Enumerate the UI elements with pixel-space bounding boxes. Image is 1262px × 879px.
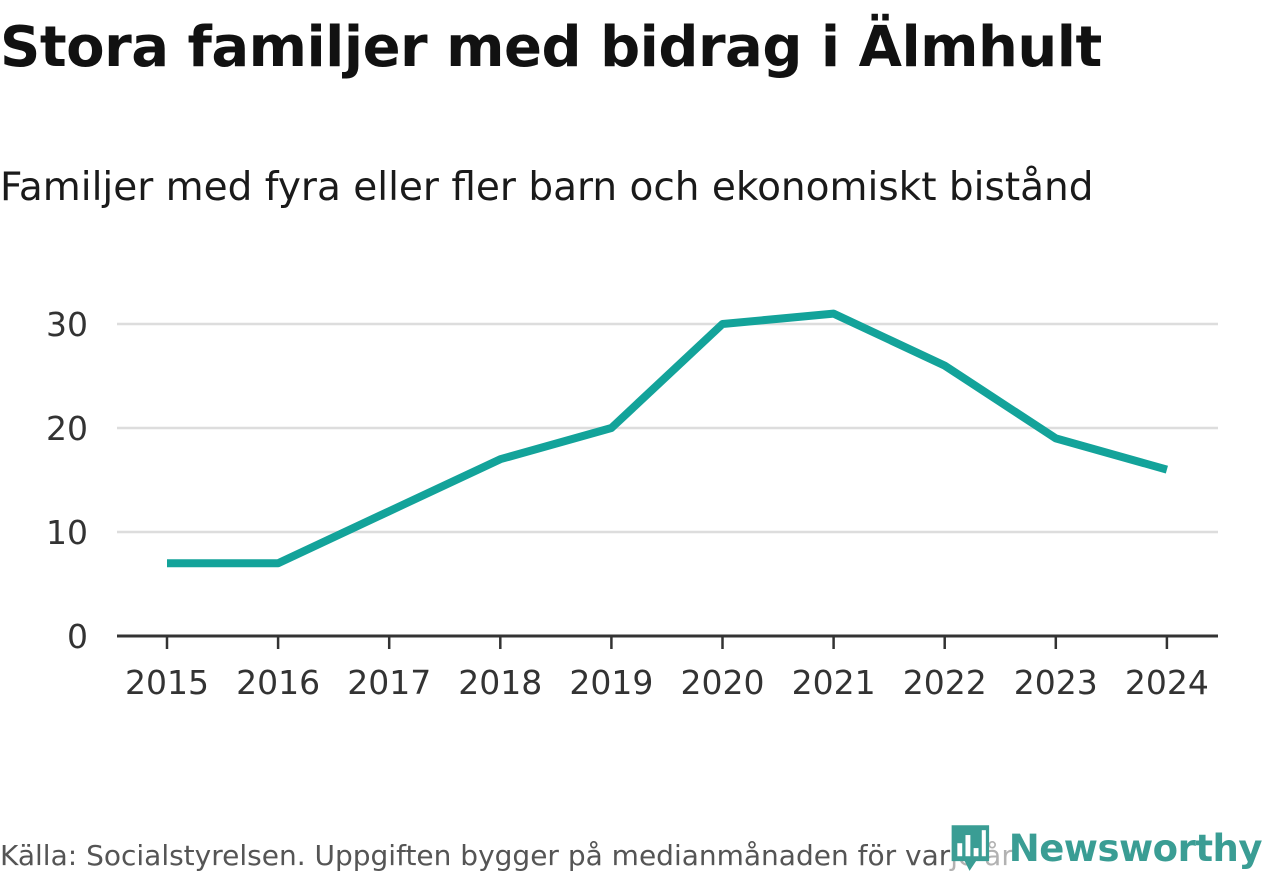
x-tick-label: 2019 [569,663,653,702]
x-tick-label: 2016 [236,663,320,702]
x-tick-label: 2020 [681,663,765,702]
brand-name: Newsworthy [1008,827,1262,870]
x-tick-label: 2015 [125,663,209,702]
x-tick-label: 2017 [347,663,431,702]
series-layer [167,309,1168,568]
source-note: Källa: Socialstyrelsen. Uppgiften bygger… [0,839,1013,872]
y-tick-label: 10 [46,513,88,552]
y-axis-labels: 0 10 20 30 [46,305,88,656]
bar-chart-speech-bubble-icon [951,825,990,871]
x-tick-label: 2024 [1125,663,1209,702]
newsworthy-logo: Newsworthy [950,818,1262,879]
chart-title: Stora familjer med bidrag i Älmhult [0,15,1102,80]
x-axis: 2015 2016 2017 2018 2019 2020 2021 2022 2023 2024 [117,634,1218,702]
chart-subtitle: Familjer med fyra eller fler barn och ek… [0,165,1094,210]
y-tick-label: 20 [46,409,88,448]
y-tick-label: 0 [67,617,88,656]
series-line [167,309,1168,568]
x-tick-label: 2023 [1014,663,1098,702]
y-tick-label: 30 [46,305,88,344]
x-tick-label: 2021 [792,663,876,702]
x-tick-label: 2018 [458,663,542,702]
gridlines [117,322,1218,534]
x-tick-label: 2022 [903,663,987,702]
